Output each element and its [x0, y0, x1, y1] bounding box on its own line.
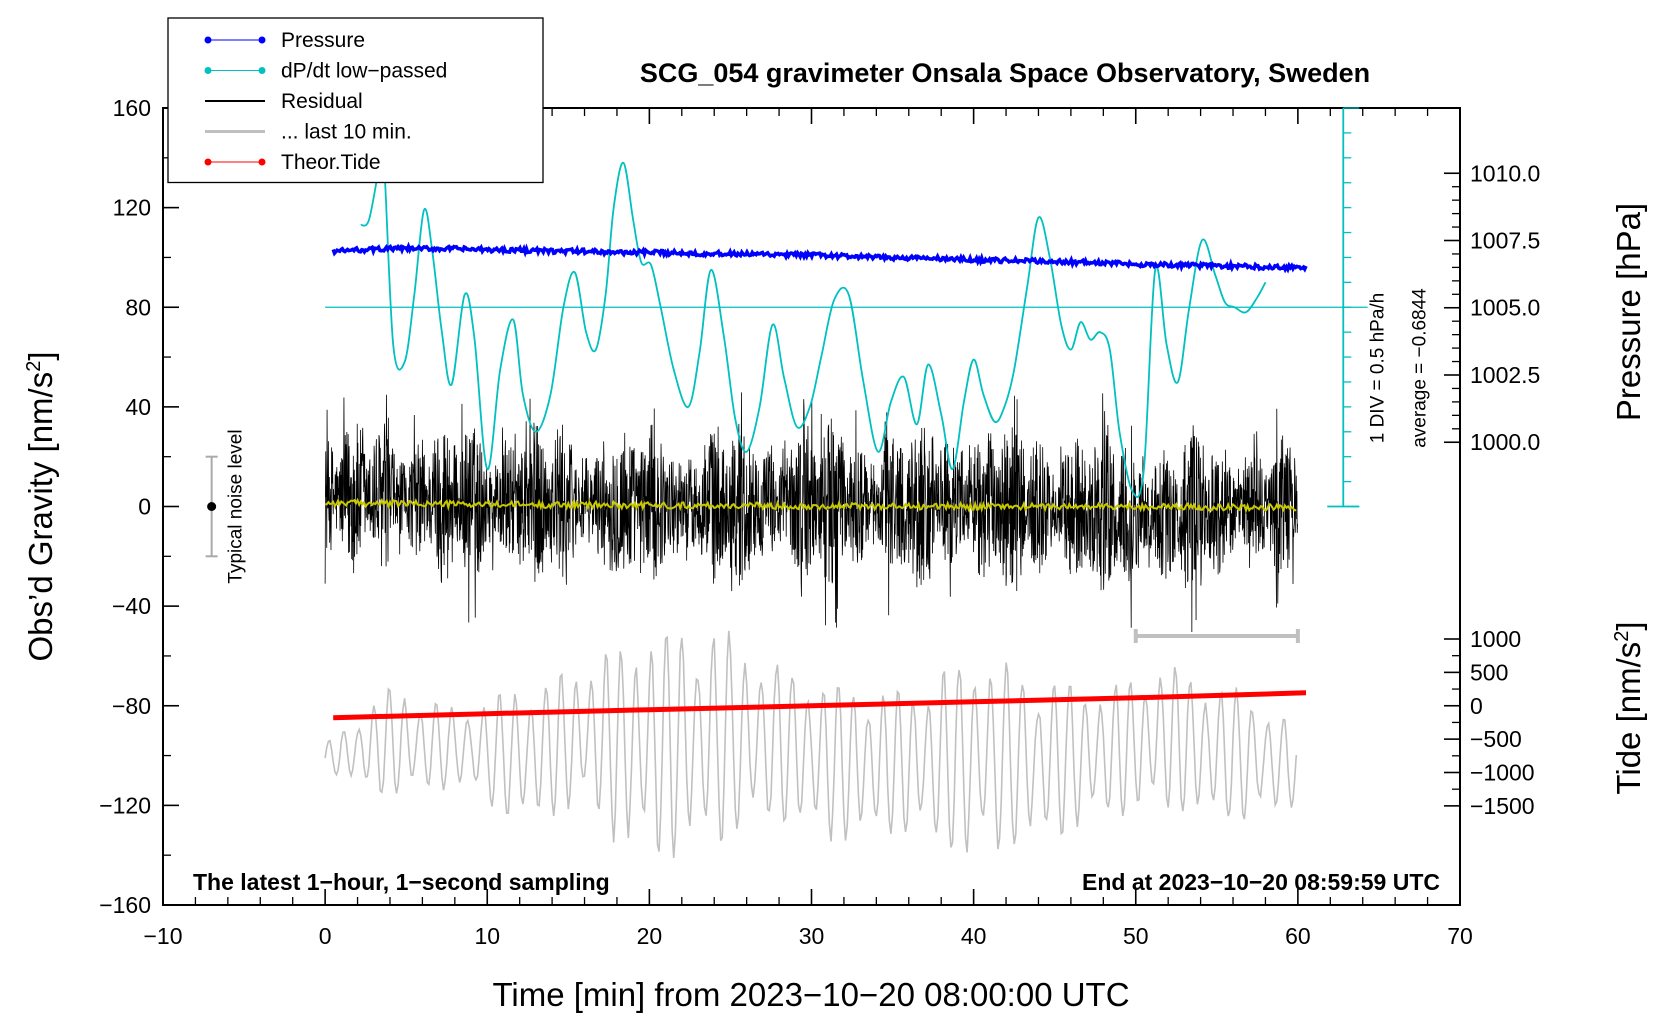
pressure-tick-label: 1010.0	[1470, 160, 1540, 186]
y-tick-label: 160	[113, 95, 151, 121]
theoretical-tide-line	[333, 690, 1307, 721]
legend: Pressure dP/dt low−passed Residual ... last…	[167, 17, 544, 184]
y-tick-label: −40	[112, 593, 151, 619]
dpdt-scale-div-label: 1 DIV = 0.5 hPa/h	[1367, 293, 1388, 444]
pressure-tick-label: 1007.5	[1470, 228, 1540, 254]
x-axis-title: Time [min] from 2023−10−20 08:00:00 UTC	[492, 976, 1129, 1013]
x-tick-label: 30	[799, 923, 825, 949]
legend-label: Theor.Tide	[281, 151, 381, 174]
pressure-tick-label: 1002.5	[1470, 362, 1540, 388]
chart-title: SCG_054 gravimeter Onsala Space Observat…	[640, 58, 1370, 88]
dpdt-scale-average-label: average = −0.6844	[1409, 288, 1430, 448]
legend-swatch-dot	[204, 67, 212, 74]
legend-swatch-dot	[204, 36, 212, 44]
tide-tick-label: −500	[1470, 726, 1522, 752]
dpdt-line	[360, 141, 1267, 498]
legend-swatch-dot	[258, 67, 266, 74]
x-tick-label: 10	[474, 923, 500, 949]
legend-swatch-dot	[258, 158, 266, 166]
last-10-min-line	[324, 630, 1298, 858]
x-tick-label: 20	[637, 923, 663, 949]
pressure-axis-title: Pressure [hPa]	[1610, 203, 1647, 421]
pressure-tick-label: 1000.0	[1470, 429, 1540, 455]
tide-tick-label: 0	[1470, 693, 1483, 719]
y-tick-label: −80	[112, 693, 151, 719]
x-tick-label: 60	[1285, 923, 1311, 949]
tide-axis-title-main: Tide [nm/s	[1610, 642, 1647, 795]
y-axis-title: Obs’d Gravity [nm/s2]	[22, 351, 59, 661]
tide-tick-label: −1000	[1470, 759, 1535, 785]
tide-tick-label: −1500	[1470, 793, 1535, 819]
tide-axis-title-sup: 2	[1611, 631, 1633, 642]
data-layer	[205, 141, 1368, 858]
pressure-tick-label: 1005.0	[1470, 295, 1540, 321]
legend-label: Residual	[281, 90, 363, 113]
legend-label: ... last 10 min.	[281, 121, 412, 144]
residual-line	[324, 392, 1298, 633]
x-tick-label: 40	[961, 923, 987, 949]
x-tick-label: 50	[1123, 923, 1149, 949]
y-tick-label: 0	[138, 494, 151, 520]
y-tick-label: 120	[113, 195, 151, 221]
tide-tick-label: 500	[1470, 659, 1508, 685]
sampling-note: The latest 1−hour, 1−second sampling	[193, 869, 610, 895]
axes-layer: −10 0 10 20 30 40 50 60 70 −160 −120 −80 −40 0 40 80 120…	[99, 95, 1540, 949]
x-tick-label: 70	[1447, 923, 1473, 949]
smoothed-residual-line	[325, 497, 1297, 514]
legend-label: Pressure	[281, 29, 365, 52]
tide-tick-label: 1000	[1470, 626, 1521, 652]
noise-level-dot	[207, 502, 217, 511]
end-time-note: End at 2023−10−20 08:59:59 UTC	[1082, 869, 1440, 895]
tide-axis-title-close: ]	[1610, 621, 1647, 630]
noise-level-label: Typical noise level	[226, 429, 247, 583]
tide-axis-title: Tide [nm/s2]	[1610, 621, 1647, 794]
y-tick-label: 80	[125, 294, 151, 320]
y-tick-label: −120	[99, 792, 151, 818]
y-axis-title-close: ]	[22, 351, 59, 360]
x-tick-label: −10	[143, 923, 182, 949]
y-axis-title-sup: 2	[23, 361, 45, 372]
legend-label: dP/dt low−passed	[281, 60, 447, 83]
y-tick-label: −160	[99, 892, 151, 918]
pressure-line	[331, 241, 1308, 274]
legend-swatch-dot	[204, 158, 212, 166]
legend-swatch-dot	[258, 36, 266, 44]
x-tick-label: 0	[319, 923, 332, 949]
y-tick-label: 40	[125, 394, 151, 420]
y-axis-title-main: Obs’d Gravity [nm/s	[22, 372, 59, 662]
